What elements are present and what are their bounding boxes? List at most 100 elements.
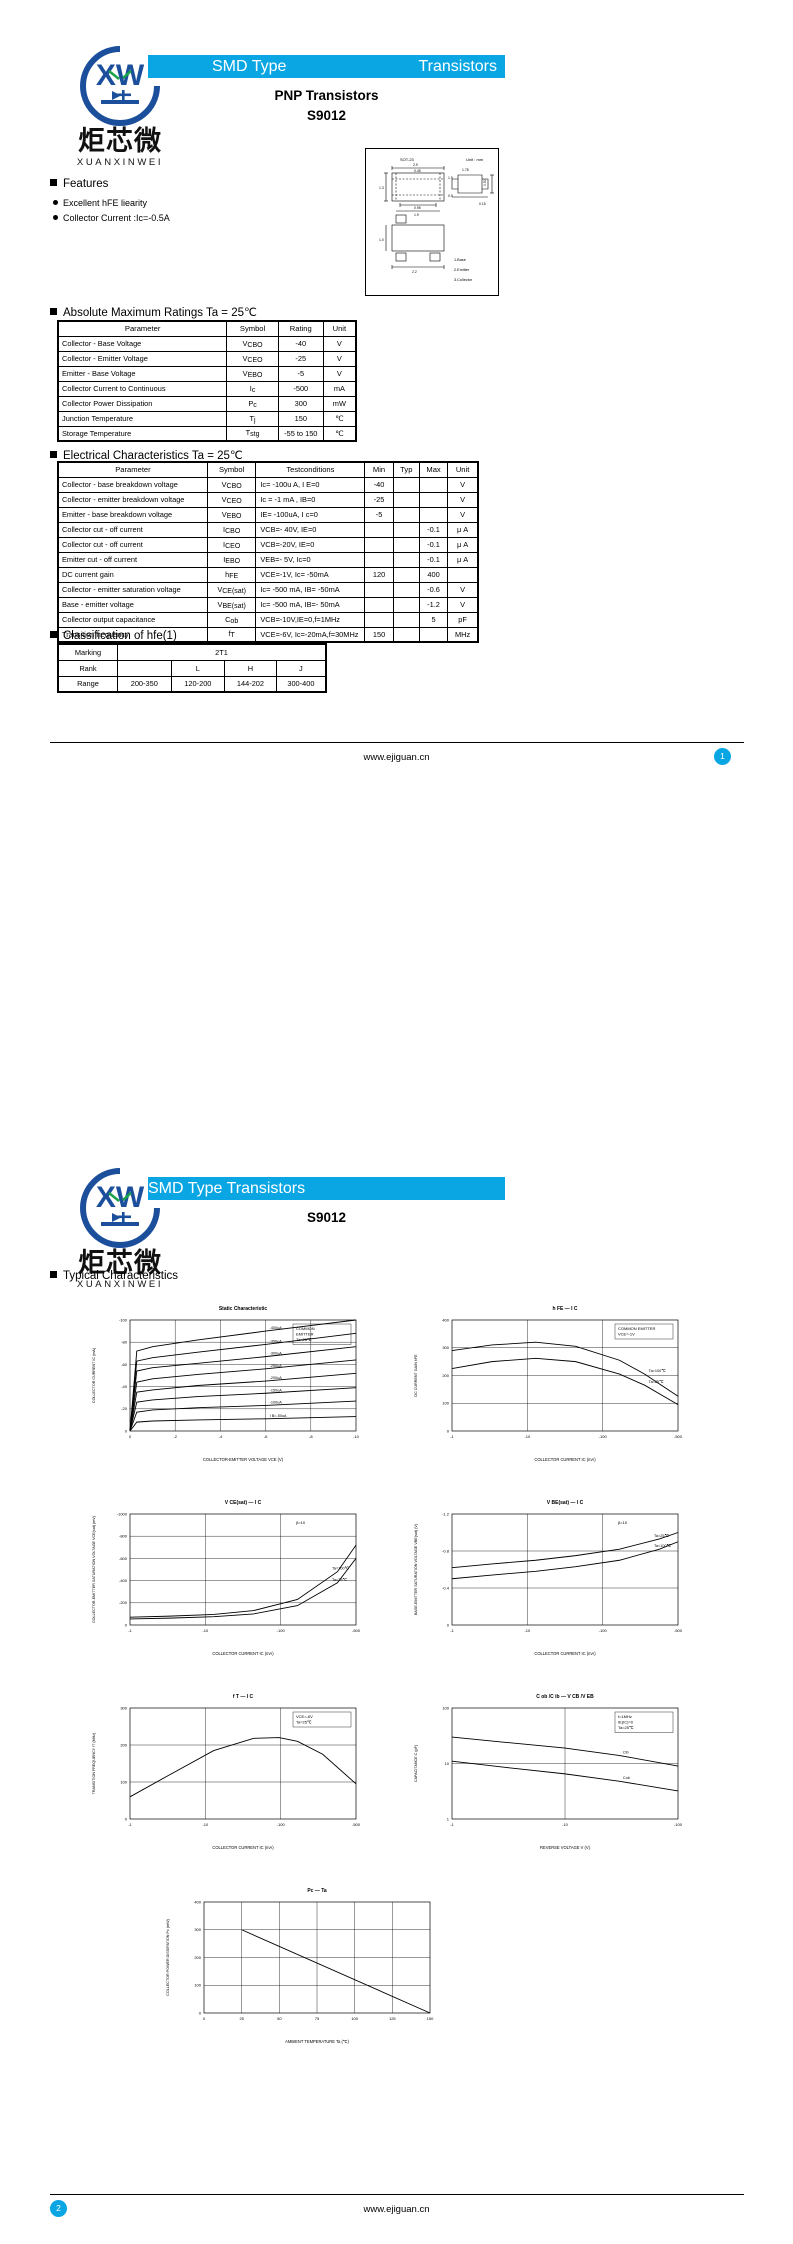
svg-text:0.15: 0.15 bbox=[479, 202, 486, 206]
col-parameter: Parameter bbox=[57, 320, 228, 337]
series--400ua bbox=[129, 1319, 357, 1432]
series-ib-50ua bbox=[129, 1416, 357, 1432]
series--200ua bbox=[129, 1372, 357, 1432]
svg-text:IE(IC)=0: IE(IC)=0 bbox=[618, 1720, 634, 1725]
cell-symbol: hFE bbox=[206, 566, 257, 583]
cell-rating: 150 bbox=[277, 410, 324, 427]
banner-category-label: Transistors bbox=[418, 58, 497, 75]
svg-text:-1: -1 bbox=[128, 1628, 132, 1633]
svg-text:0: 0 bbox=[447, 1622, 450, 1627]
svg-text:100: 100 bbox=[351, 2016, 358, 2021]
x-axis-label: REVERSE VOLTAGE V (V) bbox=[540, 1845, 591, 1850]
svg-text:0: 0 bbox=[125, 1622, 128, 1627]
table-row: Storage Temperature Tstg -55 to 150 ℃ bbox=[57, 425, 357, 442]
cell-testconditions: Ic= -500 mA, IB= -50mA bbox=[255, 581, 366, 598]
company-logo: XW 炬芯微 XUANXINWEI bbox=[60, 45, 180, 168]
cell-symbol: VCBO bbox=[206, 476, 257, 493]
table-row: Collector - Emitter Voltage VCEO -25 V bbox=[57, 350, 357, 367]
svg-text:0: 0 bbox=[129, 1434, 132, 1439]
part-number: S9012 bbox=[306, 108, 347, 123]
curve-label: Ta=25℃ bbox=[649, 1380, 664, 1384]
svg-text:300: 300 bbox=[442, 1345, 449, 1350]
svg-text:-10: -10 bbox=[524, 1628, 531, 1633]
svg-text:0.50: 0.50 bbox=[483, 179, 487, 186]
cell-parameter: Collector Power Dissipation bbox=[57, 395, 228, 412]
y-axis-label: CAPACITANCE C (pF) bbox=[414, 1745, 418, 1782]
svg-text:0.95: 0.95 bbox=[414, 206, 421, 210]
cell-symbol: VEBO bbox=[206, 506, 257, 523]
cell-testconditions: VCB=-20V, IE=0 bbox=[255, 536, 366, 553]
cell-symbol: Pc bbox=[226, 395, 279, 412]
cell-rank: L bbox=[170, 659, 226, 677]
cell-max bbox=[418, 506, 449, 523]
cell-min bbox=[364, 536, 394, 553]
series-ta-25- bbox=[129, 1558, 357, 1620]
svg-text:1.78: 1.78 bbox=[462, 168, 469, 172]
bullet-dot-icon bbox=[53, 215, 58, 220]
table-header-row: Parameter Symbol Testconditions Min Typ … bbox=[57, 461, 479, 478]
svg-text:-500: -500 bbox=[674, 1434, 683, 1439]
cell-parameter: Collector cut - off current bbox=[57, 521, 208, 538]
logo-pinyin: XUANXINWEI bbox=[76, 157, 164, 168]
cell-max: -1.2 bbox=[418, 596, 449, 613]
svg-text:100: 100 bbox=[442, 1705, 449, 1710]
cell-row-label: Marking bbox=[57, 643, 118, 661]
svg-text:VCE=-1V: VCE=-1V bbox=[618, 1332, 635, 1337]
cell-max: -0.1 bbox=[418, 536, 449, 553]
curve-label: -400uA bbox=[270, 1326, 283, 1330]
table-row: Collector - emitter saturation voltage VC… bbox=[57, 581, 479, 598]
cell-typ bbox=[392, 626, 420, 643]
series-ft bbox=[129, 1737, 357, 1798]
svg-text:-100: -100 bbox=[599, 1628, 608, 1633]
package-name-text: SOT-23 bbox=[400, 157, 415, 162]
svg-text:-100: -100 bbox=[277, 1822, 286, 1827]
cell-unit: ℃ bbox=[322, 410, 357, 427]
cell-unit: mW bbox=[322, 395, 357, 412]
svg-text:100: 100 bbox=[120, 1779, 127, 1784]
cell-parameter: Emitter - base breakdown voltage bbox=[57, 506, 208, 523]
cell-parameter: Collector - emitter saturation voltage bbox=[57, 581, 208, 598]
series-pc bbox=[241, 1929, 431, 2014]
series-ta-100- bbox=[451, 1341, 679, 1397]
cell-unit: V bbox=[447, 596, 479, 613]
cell-parameter: Collector cut - off current bbox=[57, 536, 208, 553]
svg-text:200: 200 bbox=[194, 1955, 201, 1960]
table-row: Collector output capacitance Cob VCB=-10V,… bbox=[57, 611, 479, 628]
svg-text:-100: -100 bbox=[277, 1628, 286, 1633]
svg-text:-1.2: -1.2 bbox=[442, 1511, 450, 1516]
y-axis-label: TRANSITION FREQUENCY fT (MHz) bbox=[92, 1733, 96, 1795]
svg-text:-10: -10 bbox=[353, 1434, 360, 1439]
cell-unit: MHz bbox=[447, 626, 479, 643]
classification-title: Classification of hfe(1) bbox=[63, 630, 177, 642]
svg-text:-20: -20 bbox=[121, 1406, 128, 1411]
cell-range: 300-400 bbox=[275, 675, 327, 693]
chart-title: C ob /C ib — V CB /V EB bbox=[536, 1694, 594, 1700]
part-number: S9012 bbox=[306, 1210, 347, 1225]
cell-typ bbox=[392, 596, 420, 613]
cell-typ bbox=[392, 581, 420, 598]
curve-label: -150uA bbox=[270, 1388, 283, 1392]
chart-ft-vs-ic: f T — I C -1 -10 -100 -500 0 100 200 300 COLLECTO… bbox=[86, 1688, 368, 1853]
cell-min: 150 bbox=[364, 626, 394, 643]
cell-min bbox=[364, 581, 394, 598]
cell-parameter: Collector - base breakdown voltage bbox=[57, 476, 208, 493]
cell-min: -40 bbox=[364, 476, 394, 493]
table-row: Emitter - base breakdown voltage VEBO IE= … bbox=[57, 506, 479, 523]
svg-text:Ta=25℃: Ta=25℃ bbox=[618, 1725, 634, 1730]
svg-text:400: 400 bbox=[442, 1317, 449, 1322]
cell-parameter: Collector Current to Continuous bbox=[57, 380, 228, 397]
svg-text:1.Base: 1.Base bbox=[454, 258, 466, 262]
footer-divider bbox=[50, 742, 744, 743]
features-heading: Features bbox=[50, 178, 108, 190]
svg-text:400: 400 bbox=[194, 1899, 201, 1904]
svg-text:-400: -400 bbox=[119, 1578, 128, 1583]
page-number-badge: 2 bbox=[50, 2200, 67, 2217]
cell-testconditions: VEB=- 5V, Ic=0 bbox=[255, 551, 366, 568]
col-parameter: Parameter bbox=[57, 461, 208, 478]
features-title: Features bbox=[63, 178, 109, 190]
svg-text:300: 300 bbox=[120, 1705, 127, 1710]
header-banner: SMD Type Transistors bbox=[148, 1177, 505, 1200]
svg-text:25: 25 bbox=[239, 2016, 244, 2021]
series-cob bbox=[451, 1760, 679, 1792]
svg-text:-40: -40 bbox=[121, 1384, 128, 1389]
